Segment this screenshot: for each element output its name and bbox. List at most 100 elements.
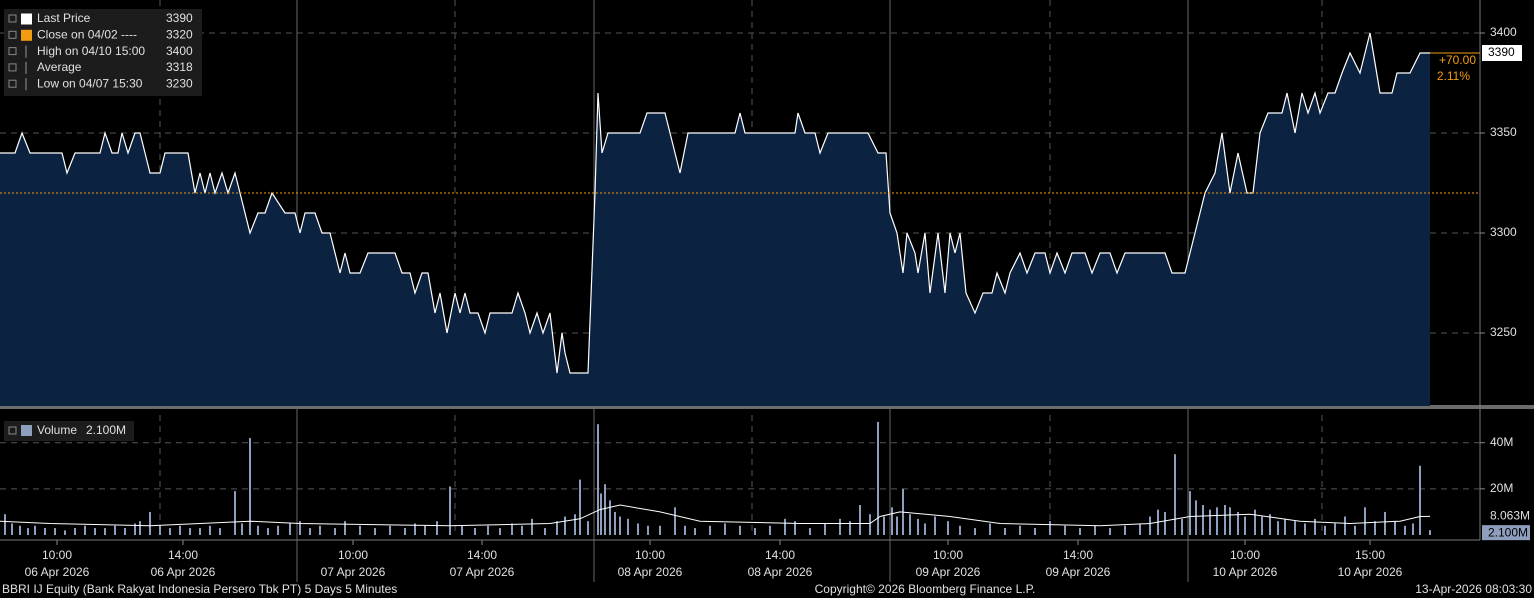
volume-bar (1149, 516, 1151, 535)
volume-bar (487, 525, 489, 535)
volume-bar (209, 525, 211, 535)
volume-bar (54, 528, 56, 535)
volume-bar (499, 528, 501, 535)
volume-bar (1049, 521, 1051, 535)
volume-bar (34, 525, 36, 535)
volume-bar (334, 528, 336, 535)
volume-bar (531, 518, 533, 535)
x-tick-date: 09 Apr 2026 (916, 565, 981, 579)
volume-bar (794, 521, 796, 535)
volume-bar (896, 516, 898, 535)
volume-bar (511, 523, 513, 535)
volume-bar (267, 528, 269, 535)
x-tick-date: 07 Apr 2026 (450, 565, 515, 579)
volume-bar (1004, 528, 1006, 535)
volume-bar (684, 525, 686, 535)
volume-bar (1284, 518, 1286, 535)
legend-label: Last Price (37, 11, 91, 25)
volume-bar (1124, 525, 1126, 535)
volume-bar (849, 521, 851, 535)
volume-bar (1139, 523, 1141, 535)
volume-bar (600, 493, 602, 535)
legend-swatch (21, 29, 32, 41)
volume-bar (219, 528, 221, 535)
volume-bar (424, 525, 426, 535)
volume-bar (1394, 521, 1396, 535)
volume-bar (1261, 516, 1263, 535)
volume-bar (1374, 521, 1376, 535)
x-tick-date: 08 Apr 2026 (618, 565, 683, 579)
volume-bar (257, 525, 259, 535)
volume-bar (597, 424, 599, 535)
volume-bar (11, 523, 13, 535)
legend-toggle (8, 47, 17, 56)
volume-bar (574, 514, 576, 535)
volume-bar (319, 525, 321, 535)
volume-bar (1314, 518, 1316, 535)
volume-bar (1419, 465, 1421, 535)
volume-bar (859, 505, 861, 535)
volume-bar (883, 516, 885, 535)
volume-bar (1304, 523, 1306, 535)
legend-label: High on 04/10 15:00 (37, 44, 145, 58)
volume-bar (74, 528, 76, 535)
volume-bar (1109, 528, 1111, 535)
legend-label: Close on 04/02 ---- (37, 27, 137, 41)
y-tick-label: 3400 (1490, 25, 1517, 39)
legend-label: Average (37, 60, 82, 74)
legend: Last Price 3390 Close on 04/02 ---- 3320 Hig… (4, 9, 202, 96)
volume-bar (1412, 523, 1414, 535)
volume-bar (474, 528, 476, 535)
volume-bar (1079, 528, 1081, 535)
x-tick-label: 10:00 (42, 548, 72, 562)
legend-label: Low on 04/07 15:30 (37, 76, 143, 90)
volume-bar (674, 507, 676, 535)
volume-bar (739, 525, 741, 535)
volume-bar (694, 528, 696, 535)
volume-bar (249, 438, 251, 535)
volume-bar (134, 523, 136, 535)
volume-bar (934, 516, 936, 535)
legend-value: 3318 (166, 60, 193, 74)
volume-bar (1334, 523, 1336, 535)
volume-bar (1384, 511, 1386, 535)
text-layer: 3250 3300 3350 3400 20M 40M 10:00 06 Apr 2026 14… (4, 9, 1530, 579)
volume-bar (824, 523, 826, 535)
legend-label: Volume (37, 423, 77, 437)
volume-bar (1344, 516, 1346, 535)
volume-bar (974, 528, 976, 535)
legend-toggle (8, 426, 17, 435)
volume-bar (769, 525, 771, 535)
volume-bar (909, 514, 911, 535)
volume-bar (149, 511, 151, 535)
volume-bar (877, 421, 879, 535)
volume-bar (724, 523, 726, 535)
volume-bar (809, 528, 811, 535)
volume-last-label: 2.100M (1488, 525, 1528, 539)
x-tick-date: 06 Apr 2026 (25, 565, 90, 579)
volume-bar (124, 528, 126, 535)
legend-swatch (21, 13, 32, 25)
legend-value: 3390 (166, 11, 193, 25)
x-tick-date: 08 Apr 2026 (748, 565, 813, 579)
volume-bar (1254, 509, 1256, 535)
legend-value: 3320 (166, 27, 193, 41)
volume-bar (169, 528, 171, 535)
price-line (0, 32, 1430, 374)
volume-bar (839, 518, 841, 535)
volume-bar (659, 525, 661, 535)
volume-bar (1094, 525, 1096, 535)
volume-bar (1195, 500, 1197, 535)
volume-bar (556, 521, 558, 535)
volume-bar (959, 525, 961, 535)
volume-bar (869, 514, 871, 535)
x-tick-date: 09 Apr 2026 (1046, 565, 1111, 579)
volume-bar (754, 528, 756, 535)
volume-bar (414, 523, 416, 535)
volume-bar (1429, 530, 1431, 535)
volume-bar (579, 479, 581, 535)
x-tick-label: 14:00 (467, 548, 497, 562)
volume-bar (637, 523, 639, 535)
